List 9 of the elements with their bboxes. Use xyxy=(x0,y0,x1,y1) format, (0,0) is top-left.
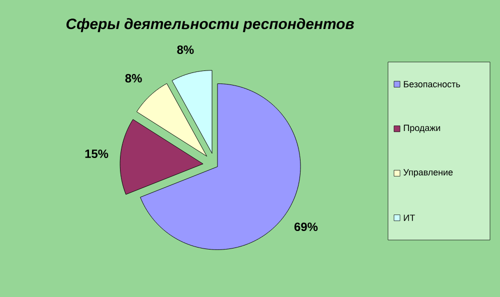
chart-title: Сферы деятельности респондентов xyxy=(66,18,354,32)
data-label: 8% xyxy=(125,74,142,82)
data-label: 69% xyxy=(294,222,318,232)
data-label: 8% xyxy=(177,46,194,54)
data-label: 15% xyxy=(85,150,108,158)
legend-label: Продажи xyxy=(404,124,440,133)
legend-label: Управление xyxy=(403,169,453,178)
legend-label: ИТ xyxy=(404,214,415,221)
legend-label: Безопасность xyxy=(404,81,460,88)
